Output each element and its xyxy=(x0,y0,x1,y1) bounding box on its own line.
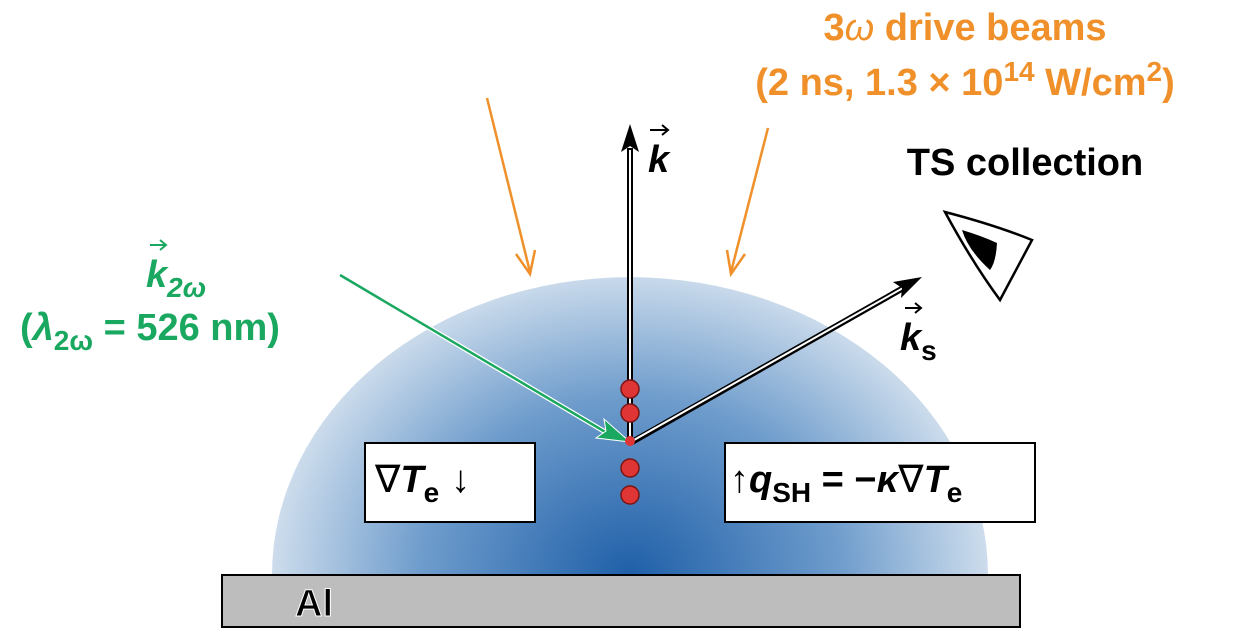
text-part: e xyxy=(424,477,440,508)
text-part: 2 xyxy=(1147,56,1163,87)
text-part: T xyxy=(924,459,950,501)
text-part: q xyxy=(749,459,772,501)
vector-hat xyxy=(150,240,166,250)
text-part: W/cm xyxy=(1035,62,1147,104)
ts-center xyxy=(625,436,635,446)
text-part: SH xyxy=(772,477,811,508)
text-part: 3 xyxy=(823,7,844,49)
arrowhead xyxy=(621,124,639,152)
vector-hat xyxy=(650,125,668,135)
drive-beams-title: 3ω drive beams xyxy=(823,7,1106,49)
drive-beam xyxy=(731,128,768,272)
probe-wavelength: (λ2ω = 526 nm) xyxy=(20,307,280,356)
text-part: e xyxy=(947,477,963,508)
text-part: 2ω xyxy=(54,325,93,356)
text-part: s xyxy=(921,335,937,366)
probe-k: k2ω xyxy=(146,254,206,303)
k-label: k xyxy=(648,139,671,181)
text-part: 14 xyxy=(1003,56,1035,87)
text-part: ω xyxy=(845,7,875,49)
drive-beams-params: (2 ns, 1.3 × 1014 W/cm2) xyxy=(755,56,1175,104)
text-part: λ xyxy=(31,307,54,349)
text-part: 2ω xyxy=(166,272,206,303)
text-part: (2 ns, 1.3 × 10 xyxy=(755,62,1003,104)
text-part: ↑ xyxy=(730,459,749,501)
arrowhead xyxy=(893,277,922,298)
drive-beam xyxy=(487,98,530,272)
text-part: ∇ xyxy=(897,459,924,501)
text-part: = 526 nm) xyxy=(93,307,280,349)
ts-collection: TS collection xyxy=(907,142,1143,184)
text-part: = − xyxy=(811,459,877,501)
text-part: k xyxy=(900,317,923,359)
al-target xyxy=(222,575,1020,627)
gradient-label: ∇Te ↓ xyxy=(374,459,470,508)
vector-hat xyxy=(905,303,921,313)
diagram: Al 3ω drive beams (2 ns, 1.3 × 1014 W/cm… xyxy=(0,0,1233,630)
text-part: T xyxy=(400,459,426,501)
text-part: ) xyxy=(1162,62,1175,104)
text-part: k xyxy=(146,254,169,296)
flux-label: ↑qSH = −κ∇Te xyxy=(730,459,962,508)
text-part: ↓ xyxy=(451,459,470,501)
target-label: Al xyxy=(295,583,333,625)
text-part: ∇ xyxy=(374,459,401,501)
text-part: drive beams xyxy=(874,7,1106,49)
text-part: ( xyxy=(20,307,33,349)
text-part: κ xyxy=(877,459,900,501)
ks-label: ks xyxy=(900,317,937,366)
